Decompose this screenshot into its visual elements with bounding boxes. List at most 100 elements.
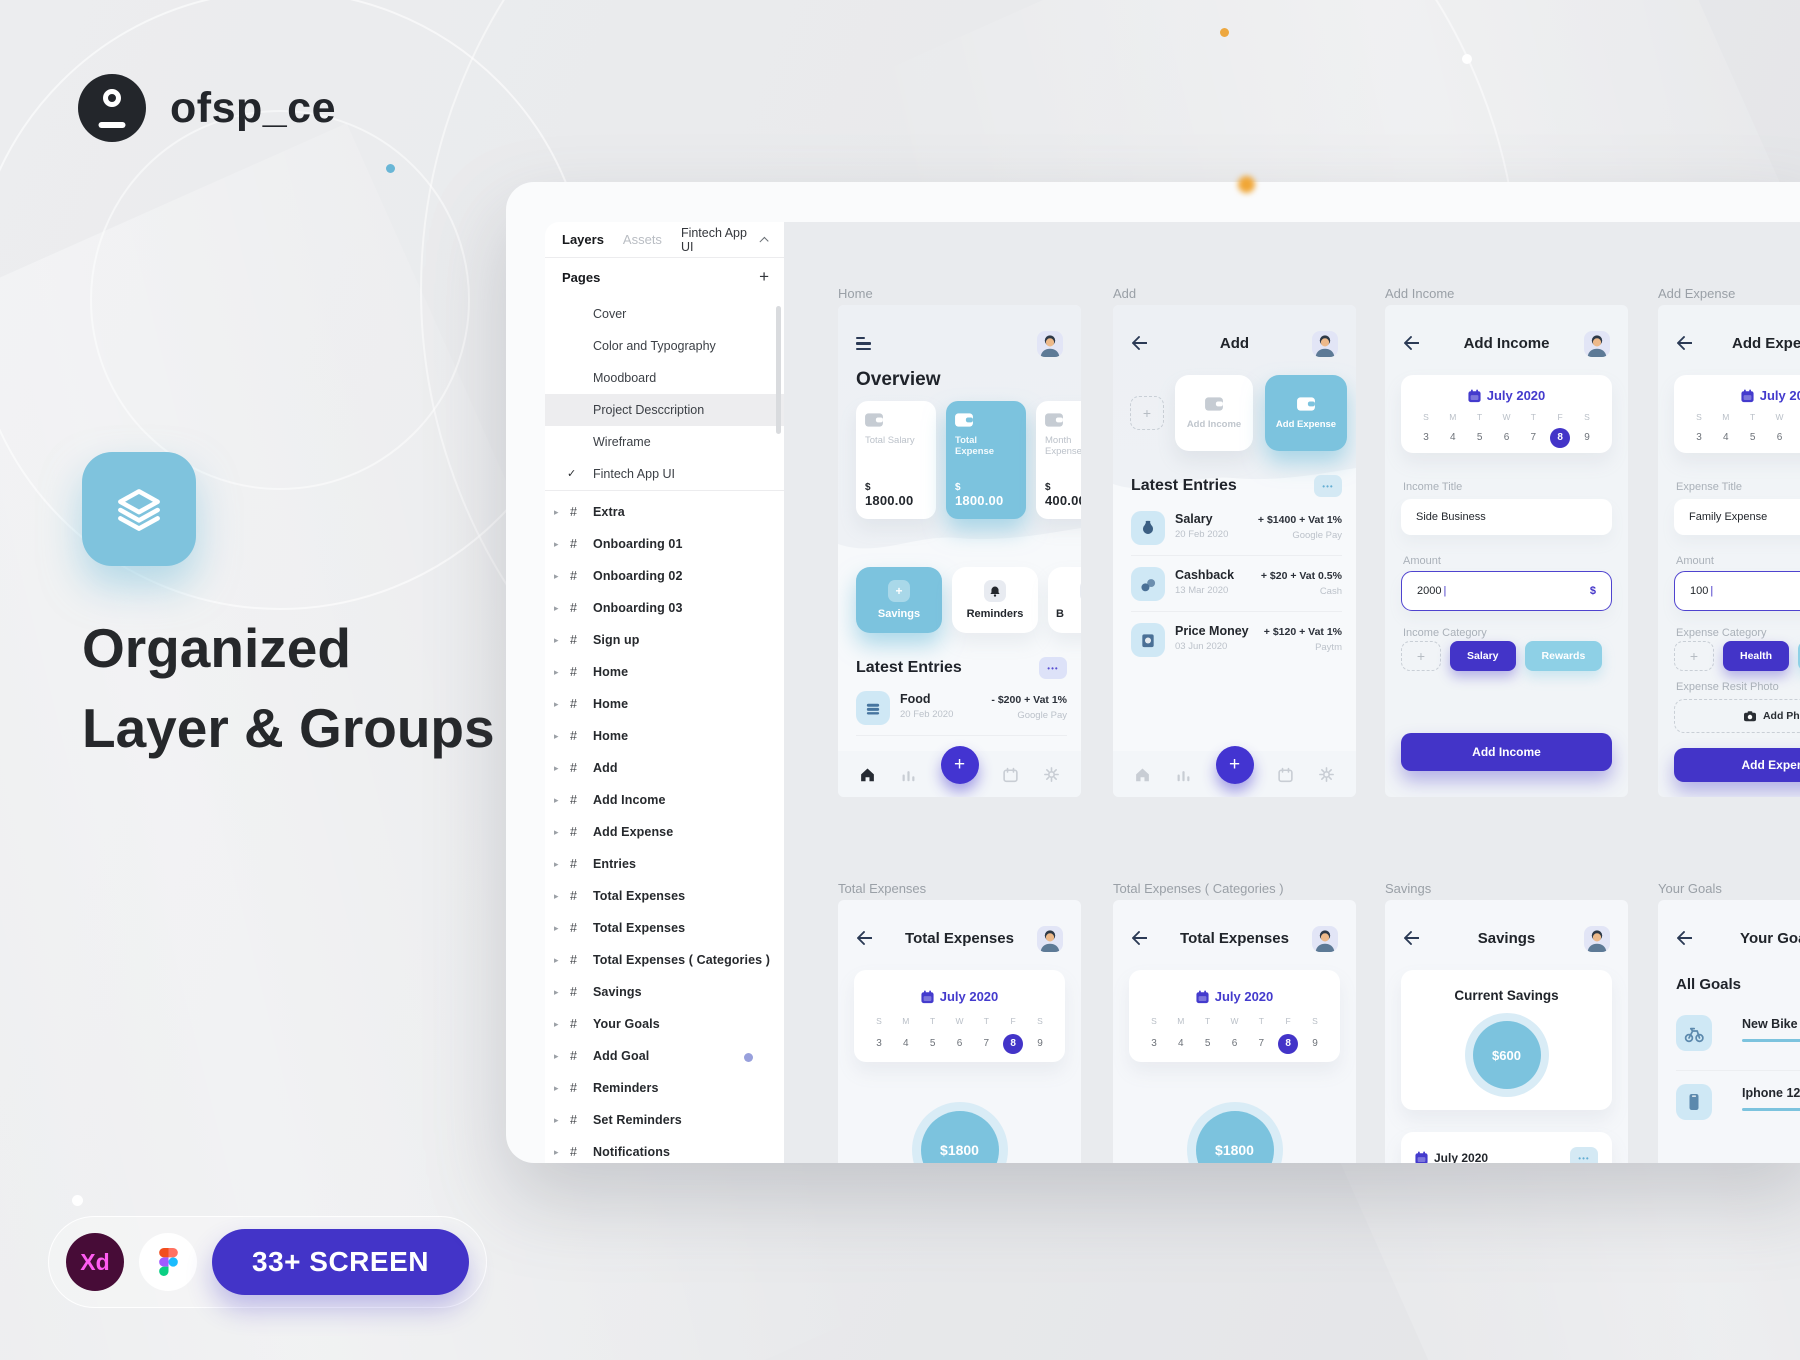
layer-item-reminders[interactable]: ▸ # Reminders: [545, 1072, 784, 1104]
caret-right-icon[interactable]: ▸: [554, 858, 559, 869]
caret-right-icon[interactable]: ▸: [554, 698, 559, 709]
more-options-icon[interactable]: •••: [1039, 657, 1067, 679]
home-icon[interactable]: [859, 766, 876, 783]
caret-right-icon[interactable]: ▸: [554, 762, 559, 773]
back-arrow-icon[interactable]: [1676, 336, 1692, 350]
page-item-moodboard[interactable]: Moodboard: [593, 371, 657, 385]
layer-item-home[interactable]: ▸ # Home: [545, 656, 784, 688]
category-pill-salary[interactable]: Salary: [1450, 641, 1516, 671]
caret-right-icon[interactable]: ▸: [554, 538, 559, 549]
month-expense-card[interactable]: Month Expense $ 400.00: [1036, 401, 1081, 519]
gear-icon[interactable]: [1043, 766, 1060, 783]
back-arrow-icon[interactable]: [856, 931, 872, 945]
add-fab-button[interactable]: +: [940, 746, 979, 784]
caret-right-icon[interactable]: ▸: [554, 890, 559, 901]
bills-button[interactable]: B: [1048, 567, 1081, 633]
caret-right-icon[interactable]: ▸: [554, 634, 559, 645]
category-pill[interactable]: [1798, 641, 1800, 671]
calendar-icon[interactable]: [1277, 766, 1294, 783]
screen-add[interactable]: Add + Add Income Add Expense Latest Entr…: [1113, 305, 1356, 797]
category-pill-health[interactable]: Health: [1723, 641, 1790, 671]
layer-item-add[interactable]: ▸ # Add: [545, 752, 784, 784]
page-item-color-typography[interactable]: Color and Typography: [593, 339, 716, 353]
layer-item-add-goal[interactable]: ▸ # Add Goal: [545, 1040, 784, 1072]
layer-item-entries[interactable]: ▸ # Entries: [545, 848, 784, 880]
screen-savings[interactable]: Savings Current Savings $600 July 2020 •…: [1385, 900, 1628, 1163]
add-category-box[interactable]: +: [1130, 396, 1164, 430]
income-title-input[interactable]: Side Business: [1401, 499, 1612, 535]
layer-item-total-expenses-categories[interactable]: ▸ # Total Expenses ( Categories ): [545, 944, 784, 976]
caret-right-icon[interactable]: ▸: [554, 954, 559, 965]
layer-item-home[interactable]: ▸ # Home: [545, 720, 784, 752]
add-income-button[interactable]: Add Income: [1401, 733, 1612, 771]
back-arrow-icon[interactable]: [1131, 336, 1147, 350]
add-expense-button[interactable]: Add Expense: [1674, 748, 1800, 782]
screen-home[interactable]: Overview Total Salary $ 1800.00 Total Ex…: [838, 305, 1081, 797]
frame-label-add-income[interactable]: Add Income: [1385, 286, 1455, 301]
total-expense-card[interactable]: Total Expense $ 1800.00: [946, 401, 1026, 519]
layer-item-savings[interactable]: ▸ # Savings: [545, 976, 784, 1008]
add-fab-button[interactable]: +: [1215, 746, 1254, 784]
stats-icon[interactable]: [900, 766, 917, 783]
layer-item-sign-up[interactable]: ▸ # Sign up: [545, 624, 784, 656]
page-item-wireframe[interactable]: Wireframe: [593, 435, 651, 449]
page-item-project-description[interactable]: Project Desccription: [545, 394, 784, 426]
screen-your-goals[interactable]: Your Goals All Goals New Bike $300 Iphon…: [1658, 900, 1800, 1163]
add-photo-box[interactable]: Add Photo: [1674, 699, 1800, 733]
caret-right-icon[interactable]: ▸: [554, 1146, 559, 1157]
layer-item-add-expense[interactable]: ▸ # Add Expense: [545, 816, 784, 848]
layer-item-extra[interactable]: ▸ # Extra: [545, 496, 784, 528]
add-page-icon[interactable]: +: [759, 267, 769, 286]
caret-right-icon[interactable]: ▸: [554, 1082, 559, 1093]
layer-item-onboarding-01[interactable]: ▸ # Onboarding 01: [545, 528, 784, 560]
back-arrow-icon[interactable]: [1403, 931, 1419, 945]
more-options-icon[interactable]: •••: [1570, 1147, 1598, 1163]
layer-item-your-goals[interactable]: ▸ # Your Goals: [545, 1008, 784, 1040]
back-arrow-icon[interactable]: [1403, 336, 1419, 350]
avatar[interactable]: [1037, 331, 1063, 357]
caret-right-icon[interactable]: ▸: [554, 1018, 559, 1029]
layer-item-set-reminders[interactable]: ▸ # Set Reminders: [545, 1104, 784, 1136]
layer-item-total-expenses[interactable]: ▸ # Total Expenses: [545, 912, 784, 944]
entry-salary[interactable]: Salary 20 Feb 2020 + $1400 + Vat 1% Google…: [1131, 511, 1342, 547]
caret-right-icon[interactable]: ▸: [554, 1114, 559, 1125]
savings-month-card[interactable]: July 2020 •••: [1401, 1132, 1612, 1163]
tab-layers[interactable]: Layers: [562, 232, 604, 247]
frame-label-add[interactable]: Add: [1113, 286, 1137, 301]
entry-food[interactable]: Food 20 Feb 2020 - $200 + Vat 1% Google Pa…: [856, 691, 1067, 727]
frame-label-your-goals[interactable]: Your Goals: [1658, 881, 1722, 896]
stats-icon[interactable]: [1175, 766, 1192, 783]
frame-label-total-expenses-categories[interactable]: Total Expenses ( Categories ): [1113, 881, 1284, 896]
frame-label-add-expense[interactable]: Add Expense: [1658, 286, 1736, 301]
entry-cashback[interactable]: Cashback 13 Mar 2020 + $20 + Vat 0.5% Cash: [1131, 567, 1342, 603]
caret-right-icon[interactable]: ▸: [554, 730, 559, 741]
goal-new-bike[interactable]: New Bike $300: [1676, 1015, 1800, 1059]
entry-price-money[interactable]: Price Money 03 Jun 2020 + $120 + Vat 1% Pa…: [1131, 623, 1342, 659]
reminders-button[interactable]: Reminders: [952, 567, 1038, 633]
avatar[interactable]: [1312, 926, 1338, 952]
tab-assets[interactable]: Assets: [622, 232, 662, 247]
back-arrow-icon[interactable]: [1676, 931, 1692, 945]
caret-right-icon[interactable]: ▸: [554, 602, 559, 613]
screens-count-button[interactable]: 33+ SCREEN: [212, 1229, 469, 1295]
calendar-icon[interactable]: [1002, 766, 1019, 783]
frame-label-total-expenses[interactable]: Total Expenses: [838, 881, 927, 896]
savings-button[interactable]: + Savings: [856, 567, 942, 633]
amount-input[interactable]: 2000 | $: [1401, 571, 1612, 611]
caret-right-icon[interactable]: ▸: [554, 986, 559, 997]
current-savings-card[interactable]: Current Savings $600: [1401, 970, 1612, 1110]
page-item-fintech-app-ui[interactable]: ✓ Fintech App UI: [545, 458, 784, 490]
caret-right-icon[interactable]: ▸: [554, 794, 559, 805]
caret-right-icon[interactable]: ▸: [554, 570, 559, 581]
expense-title-input[interactable]: Family Expense: [1674, 499, 1800, 535]
caret-right-icon[interactable]: ▸: [554, 506, 559, 517]
